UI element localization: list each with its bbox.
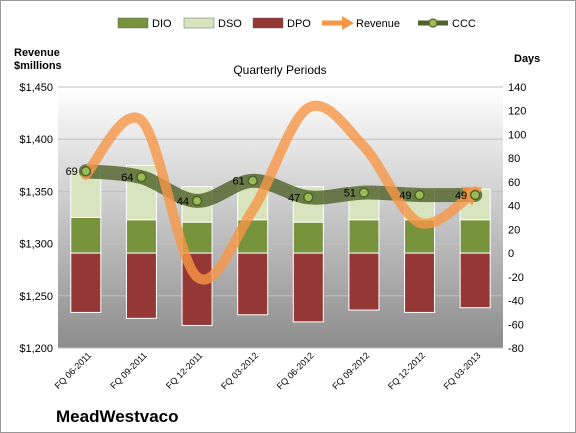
ccc-marker xyxy=(136,171,147,183)
left-tick-label: $1,250 xyxy=(19,291,53,303)
ccc-marker xyxy=(80,165,92,177)
bar-dpo xyxy=(70,252,102,313)
ccc-line xyxy=(78,164,483,208)
ccc-data-label: 51 xyxy=(344,188,356,200)
legend-swatch xyxy=(252,17,284,29)
right-tick-label: 60 xyxy=(508,177,520,189)
bar-dio xyxy=(70,217,102,254)
legend-label: DPO xyxy=(287,18,311,30)
left-axis-ticks: $1,200 $1,250 $1,300 $1,350 $1,400 $1,450 xyxy=(19,82,53,355)
bar-dio xyxy=(292,221,324,254)
bar-dpo xyxy=(125,252,157,319)
left-axis-label-line2: $millions xyxy=(14,60,62,72)
legend-item-revenue: Revenue xyxy=(322,16,400,30)
ccc-marker xyxy=(303,192,314,203)
bar-dio xyxy=(125,219,157,254)
ccc-marker xyxy=(469,189,481,201)
right-tick-label: -80 xyxy=(508,343,524,355)
left-axis-label-line1: Revenue xyxy=(14,47,60,59)
ccc-data-label: 69 xyxy=(66,166,78,178)
bar-dpo xyxy=(348,252,380,311)
legend-swatch xyxy=(117,17,149,29)
ccc-data-label: 64 xyxy=(121,172,133,184)
legend-swatch-arrowhead xyxy=(342,16,354,30)
bars-group xyxy=(70,164,491,326)
left-tick-label: $1,200 xyxy=(19,343,53,355)
bar-dpo xyxy=(237,252,269,316)
right-tick-label: -40 xyxy=(508,296,524,308)
chart-title: Quarterly Periods xyxy=(233,63,326,77)
legend-item-dso: DSO xyxy=(183,17,242,30)
revenue-line xyxy=(80,100,481,285)
ccc-marker xyxy=(358,187,370,198)
bar-dpo xyxy=(459,252,491,309)
right-tick-label: 120 xyxy=(508,106,526,118)
left-tick-label: $1,300 xyxy=(19,239,53,251)
ccc-marker xyxy=(191,195,203,207)
right-tick-label: 0 xyxy=(508,248,514,260)
bar-dpo xyxy=(292,252,324,323)
right-tick-label: 100 xyxy=(508,129,526,141)
ccc-data-label: 44 xyxy=(177,196,189,208)
ccc-marker xyxy=(247,175,258,186)
legend-label: DIO xyxy=(152,18,172,30)
right-tick-label: 140 xyxy=(508,82,526,94)
lines-group xyxy=(78,100,483,285)
bar-dpo xyxy=(404,252,436,313)
legend-swatch xyxy=(183,17,215,29)
right-tick-label: -20 xyxy=(508,272,524,284)
right-tick-label: -60 xyxy=(508,319,524,331)
ccc-data-label: 49 xyxy=(455,190,467,202)
right-tick-label: 80 xyxy=(508,153,520,165)
right-tick-label: 40 xyxy=(508,201,520,213)
legend-item-dio: DIO xyxy=(117,17,172,30)
ccc-data-label: 47 xyxy=(288,192,300,204)
legend-swatch-marker xyxy=(428,18,438,28)
ccc-data-label: 49 xyxy=(399,190,411,202)
right-axis-label: Days xyxy=(514,53,540,65)
left-tick-label: $1,450 xyxy=(19,82,53,94)
left-tick-label: $1,350 xyxy=(19,186,53,198)
bar-dio xyxy=(348,219,380,254)
bar-dio xyxy=(459,219,491,254)
legend-item-dpo: DPO xyxy=(252,17,311,30)
right-axis-ticks: -80 -60 -40 -20 0 20 40 60 80 100 120 140 xyxy=(508,82,526,355)
legend-label: CCC xyxy=(452,18,476,30)
legend-label: Revenue xyxy=(356,18,400,30)
legend-item-ccc: CCC xyxy=(418,18,476,30)
ccc-data-label: 61 xyxy=(232,176,244,188)
ccc-labels-group: 69 64 44 61 47 51 49 49 xyxy=(66,166,468,208)
legend-label: DSO xyxy=(218,18,242,30)
left-tick-label: $1,400 xyxy=(19,134,53,146)
legend: DIO DSO DPO Revenue CCC xyxy=(117,16,476,30)
ccc-marker xyxy=(414,189,425,201)
right-tick-label: 20 xyxy=(508,224,520,236)
company-name: MeadWestvaco xyxy=(56,407,179,426)
